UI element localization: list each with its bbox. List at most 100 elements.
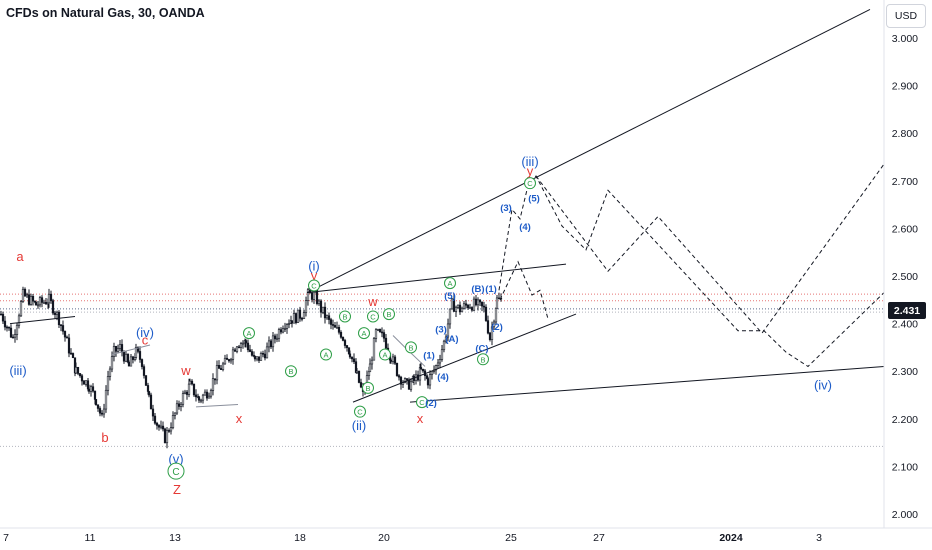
- candle-body: [42, 301, 46, 304]
- candle-body: [78, 373, 82, 377]
- wave-label: (4): [437, 372, 449, 383]
- candle-body: [151, 408, 155, 417]
- candle-body: [448, 308, 452, 325]
- trendline-left-flag[interactable]: [9, 315, 76, 325]
- chart-title: CFDs on Natural Gas, 30, OANDA: [6, 6, 205, 20]
- y-tick-label: 2.800: [892, 128, 918, 140]
- candle-body: [452, 298, 456, 312]
- candle-body: [76, 366, 80, 374]
- candle-body: [407, 379, 411, 390]
- candle-body: [225, 357, 229, 360]
- wave-circle: [354, 405, 366, 418]
- candle-body: [136, 347, 140, 352]
- candle-body: [275, 337, 279, 340]
- wave-label: (iv): [814, 377, 832, 392]
- candle-body: [482, 305, 486, 308]
- candle-body: [339, 331, 343, 338]
- candle-body: [343, 340, 347, 346]
- candle-body: [138, 351, 142, 360]
- candle-body: [197, 396, 201, 401]
- wave-label: (C): [475, 343, 488, 354]
- wave-label: (iii): [521, 154, 538, 169]
- wave-label: b: [101, 430, 108, 445]
- trendline-upper-channel[interactable]: [306, 8, 871, 294]
- candle-body: [127, 361, 131, 367]
- y-tick-label: 2.900: [892, 81, 918, 93]
- candle-body: [405, 378, 409, 381]
- candle-body: [250, 351, 254, 356]
- candle-body: [192, 383, 196, 396]
- wave-label: B: [386, 310, 391, 319]
- wave-label: A: [246, 329, 251, 338]
- candle-body: [294, 313, 298, 323]
- candle-body: [474, 298, 478, 306]
- trendline-flag-iv[interactable]: [111, 344, 151, 356]
- wave-label: (2): [425, 398, 437, 409]
- candle-body: [488, 332, 492, 340]
- trendline-wedge-upper[interactable]: [306, 263, 567, 294]
- projection-path-b[interactable]: [535, 163, 885, 334]
- candle-body: [203, 391, 207, 396]
- candle-body: [167, 430, 171, 432]
- wave-circle: [379, 348, 391, 361]
- candle-body: [331, 324, 335, 326]
- wave-label: c: [142, 332, 149, 347]
- wave-label: (i): [308, 258, 320, 273]
- y-tick-label: 3.000: [892, 33, 918, 45]
- candle-body: [142, 366, 146, 376]
- candle-body: [194, 394, 198, 398]
- candle-body: [177, 403, 181, 407]
- candle-body: [118, 344, 122, 349]
- wave-label: Z: [173, 482, 181, 497]
- trendlines: [9, 8, 885, 408]
- trendline-wedge-lower[interactable]: [352, 313, 577, 403]
- x-tick-label: 18: [294, 532, 306, 544]
- wave-label: A: [382, 351, 387, 360]
- candle-body: [426, 378, 430, 386]
- candle-body: [430, 371, 434, 375]
- candle-body: [323, 306, 327, 319]
- candle-body: [442, 340, 446, 351]
- candle-body: [82, 380, 86, 385]
- candle-body: [261, 352, 265, 355]
- candle-body: [409, 381, 413, 390]
- wave-label: C: [527, 179, 533, 188]
- candle-body: [259, 352, 263, 361]
- projection-path-a[interactable]: [498, 175, 885, 368]
- candle-body: [98, 408, 102, 414]
- candle-body: [221, 363, 225, 370]
- candle-body: [11, 336, 15, 339]
- currency-button[interactable]: USD: [886, 4, 926, 28]
- candle-body: [484, 306, 488, 321]
- candle-body: [219, 368, 223, 370]
- trendline-lower-support[interactable]: [409, 365, 885, 403]
- dotted-levels: [0, 293, 884, 447]
- candle-body: [93, 390, 97, 400]
- candle-body: [23, 288, 27, 297]
- candle-body: [468, 307, 472, 309]
- candle-body: [5, 326, 9, 329]
- projection-path-small[interactable]: [499, 260, 549, 319]
- wave-circle: [416, 396, 428, 409]
- candle-body: [15, 324, 19, 335]
- candle-body: [27, 294, 31, 305]
- trendline-flag-w[interactable]: [195, 404, 239, 408]
- candle-body: [190, 380, 194, 385]
- candle-body: [456, 304, 460, 308]
- candle-body: [348, 353, 352, 358]
- candle-body: [490, 326, 494, 340]
- candle-body: [47, 293, 51, 304]
- wave-label: C: [370, 312, 376, 321]
- x-tick-label: 2024: [719, 532, 743, 544]
- candle-body: [296, 309, 300, 323]
- candle-body: [21, 288, 25, 302]
- wave-label: (1): [423, 351, 435, 362]
- y-tick-label: 2.300: [892, 366, 918, 378]
- candle-body: [395, 363, 399, 376]
- candle-body: [271, 335, 275, 348]
- candle-body: [244, 340, 248, 344]
- candle-body: [367, 371, 371, 376]
- candle-body: [233, 349, 237, 352]
- x-tick-label: 20: [378, 532, 390, 544]
